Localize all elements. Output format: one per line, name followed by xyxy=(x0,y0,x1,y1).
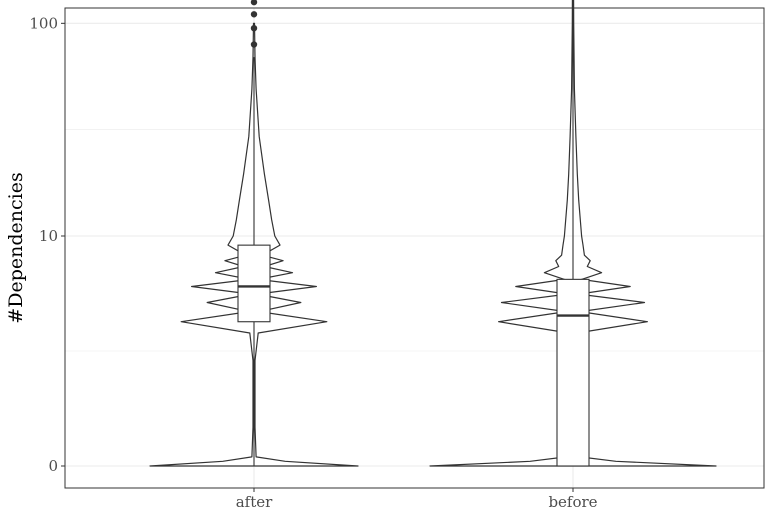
x-tick-label: before xyxy=(548,493,597,511)
panel-border xyxy=(64,7,765,489)
violin-after xyxy=(149,0,359,467)
outlier-point xyxy=(250,11,258,18)
y-axis-label: #Dependencies xyxy=(5,172,27,323)
violin-before xyxy=(429,0,717,467)
y-tick-label: 0 xyxy=(48,457,58,475)
panel-background xyxy=(65,8,764,488)
axes: 0 10 100 after before xyxy=(29,14,597,511)
box xyxy=(556,278,590,467)
box xyxy=(237,244,271,323)
outlier-point xyxy=(250,24,258,32)
violins xyxy=(149,0,717,467)
violin-outline xyxy=(149,22,359,467)
outlier-point xyxy=(250,41,258,48)
y-tick-label: 100 xyxy=(29,14,58,32)
x-tick-label: after xyxy=(236,493,273,511)
outlier-point xyxy=(250,0,258,6)
y-tick-label: 10 xyxy=(39,227,58,245)
violin-outline xyxy=(429,0,717,467)
